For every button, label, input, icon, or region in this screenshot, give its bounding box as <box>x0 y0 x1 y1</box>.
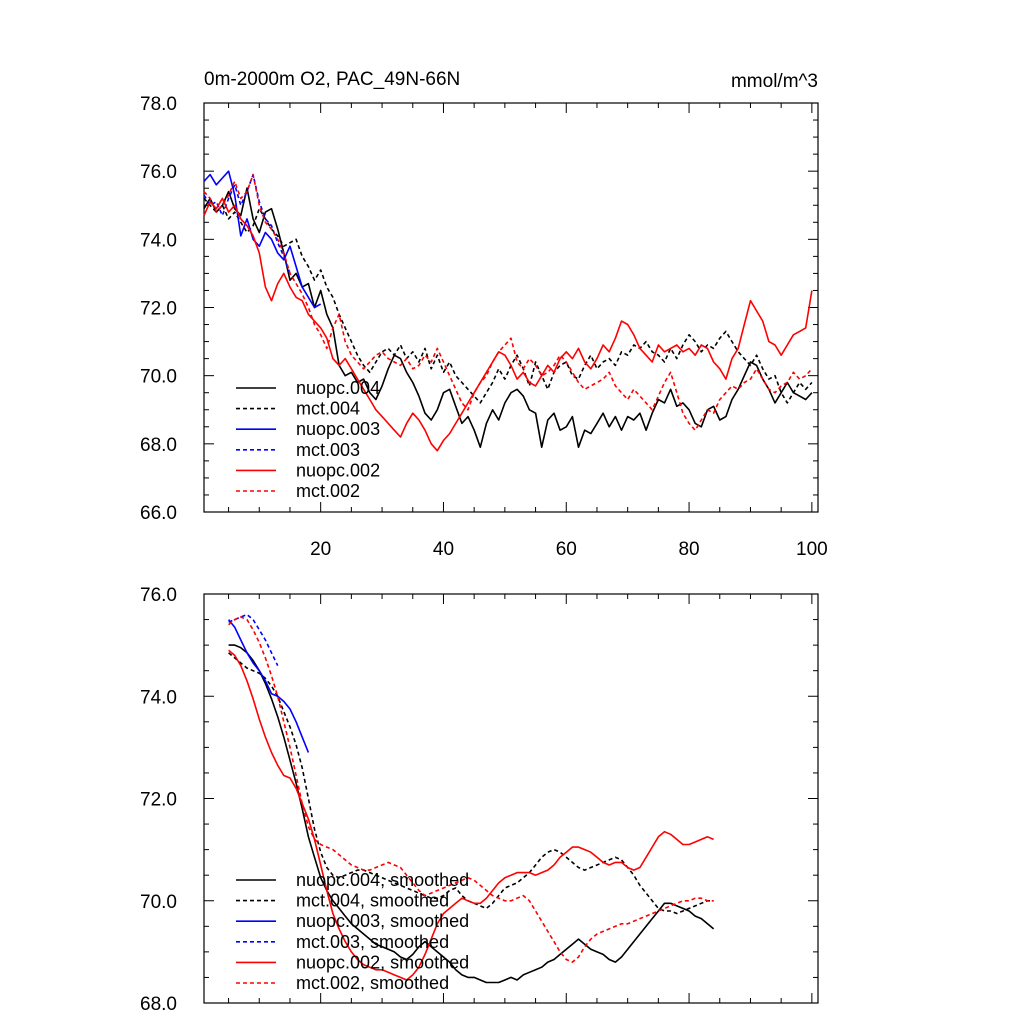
series-line-nuopc-002-smoothed <box>228 649 714 981</box>
x-tick-label: 80 <box>678 539 699 560</box>
x-tick-label: 20 <box>310 539 331 560</box>
legend-label: nuopc.002, smoothed <box>296 952 469 972</box>
series-line-nuopc-003-smoothed <box>227 619 310 753</box>
y-tick-label: 72.0 <box>140 299 177 320</box>
series-line-nuopc-003 <box>203 170 322 309</box>
y-tick-label: 76.0 <box>140 162 177 183</box>
legend-label: mct.002 <box>296 481 360 501</box>
legend-label: nuopc.004 <box>296 378 380 398</box>
y-tick-label: 70.0 <box>140 367 177 388</box>
series-line-nuopc-004-smoothed <box>228 644 715 984</box>
legend-label: nuopc.002 <box>296 460 380 480</box>
chart-units: mmol/m^3 <box>731 71 818 92</box>
series-line-mct-002 <box>203 173 813 432</box>
y-tick-label: 68.0 <box>140 435 177 456</box>
y-tick-label: 74.0 <box>140 230 177 251</box>
legend-label: mct.002, smoothed <box>296 973 449 993</box>
series-line-mct-002-smoothed <box>228 616 714 963</box>
legend-label: nuopc.004, smoothed <box>296 870 469 890</box>
y-tick-label: 66.0 <box>140 503 177 524</box>
series-line-mct-003 <box>203 173 291 274</box>
legend-label: mct.004, smoothed <box>296 891 449 911</box>
y-tick-label: 78.0 <box>140 94 177 115</box>
legend-label: nuopc.003, smoothed <box>296 911 469 931</box>
series-line-nuopc-002 <box>203 197 813 452</box>
x-tick-label: 40 <box>433 539 454 560</box>
y-tick-label: 70.0 <box>140 892 177 913</box>
legend-label: nuopc.003 <box>296 419 380 439</box>
y-tick-label: 72.0 <box>140 790 177 811</box>
x-tick-label: 60 <box>556 539 577 560</box>
legend-label: mct.003 <box>296 440 360 460</box>
legend-label: mct.004 <box>296 399 360 419</box>
y-tick-label: 68.0 <box>140 994 177 1015</box>
y-tick-label: 74.0 <box>140 687 177 708</box>
y-tick-label: 76.0 <box>140 585 177 606</box>
series-line-nuopc-004 <box>203 187 813 449</box>
legend-label: mct.003, smoothed <box>296 932 449 952</box>
x-tick-label: 100 <box>796 539 828 560</box>
series-line-mct-004 <box>203 197 813 404</box>
top-panel: 0m-2000m O2, PAC_49N-66N mmol/m^3 66.0 68… <box>140 69 828 560</box>
chart-title: 0m-2000m O2, PAC_49N-66N <box>204 69 460 90</box>
